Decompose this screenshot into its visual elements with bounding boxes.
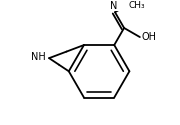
Text: NH: NH	[31, 52, 45, 62]
Text: N: N	[110, 1, 117, 11]
Text: OH: OH	[141, 32, 156, 42]
Text: CH₃: CH₃	[128, 1, 145, 10]
